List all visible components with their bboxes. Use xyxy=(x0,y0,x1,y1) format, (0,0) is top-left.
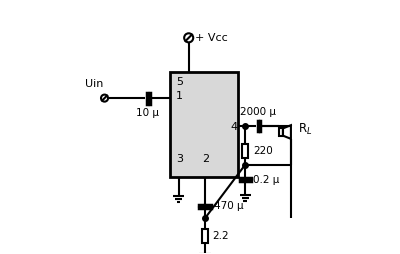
Text: 5: 5 xyxy=(176,77,183,87)
Text: R$_L$: R$_L$ xyxy=(298,122,312,137)
Text: 220: 220 xyxy=(253,146,272,156)
Bar xyxy=(242,144,248,158)
Bar xyxy=(279,129,283,136)
Text: 4: 4 xyxy=(230,122,237,132)
Bar xyxy=(202,229,208,243)
Bar xyxy=(170,72,238,177)
Text: 1: 1 xyxy=(176,91,183,101)
Text: 2: 2 xyxy=(202,154,210,164)
Text: 3: 3 xyxy=(176,154,183,164)
Text: + Vcc: + Vcc xyxy=(195,33,228,43)
Text: Uin: Uin xyxy=(85,79,104,89)
Text: 2000 μ: 2000 μ xyxy=(240,107,276,117)
Text: 0.2 μ: 0.2 μ xyxy=(253,175,279,185)
Text: 470 μ: 470 μ xyxy=(214,201,244,211)
Text: 10 μ: 10 μ xyxy=(136,108,159,118)
Text: 2.2: 2.2 xyxy=(212,231,229,241)
